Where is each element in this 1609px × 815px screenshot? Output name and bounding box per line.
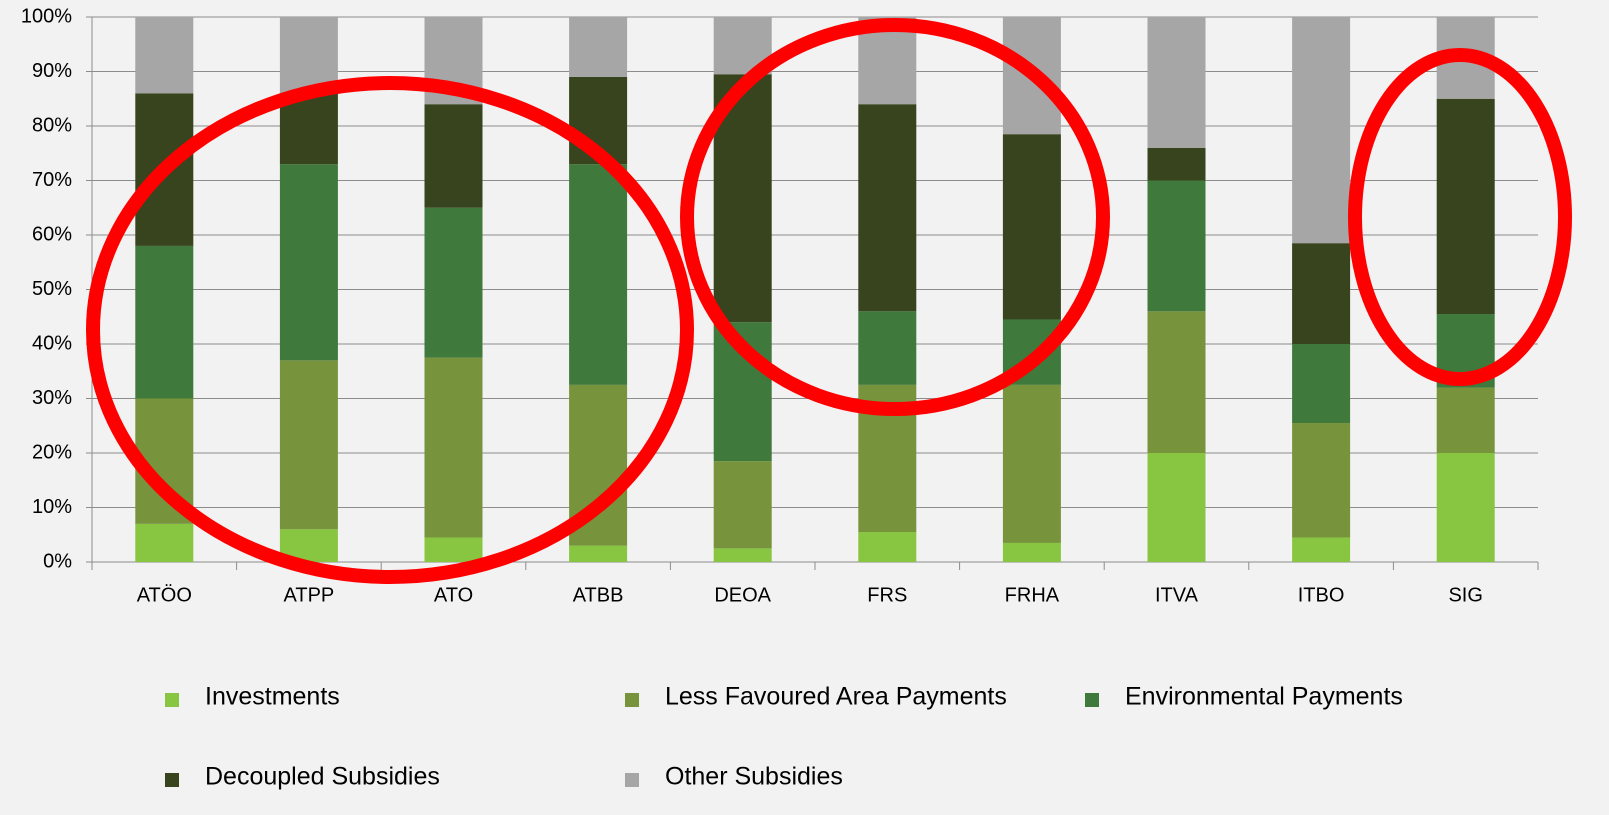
x-tick-label: FRS (867, 584, 907, 606)
bar-segment (279, 17, 338, 94)
bar-segment (1436, 387, 1495, 453)
y-tick-label: 60% (32, 223, 72, 245)
bar-segment (1147, 311, 1206, 453)
x-tick-label: ATBB (573, 584, 624, 606)
y-tick-label: 90% (32, 60, 72, 82)
y-tick-label: 20% (32, 441, 72, 463)
x-tick-label: ATO (434, 584, 473, 606)
x-tick-label: ATÖO (137, 584, 192, 606)
legend-swatch (1085, 693, 1099, 707)
bar-segment (1002, 134, 1061, 320)
legend-swatch (165, 693, 179, 707)
y-tick-label: 30% (32, 387, 72, 409)
legend-label: Less Favoured Area Payments (665, 683, 1007, 711)
y-tick-label: 0% (43, 550, 72, 572)
bar-segment (279, 360, 338, 530)
y-tick-label: 100% (21, 5, 72, 27)
bar-segment (279, 93, 338, 165)
bar-segment (1292, 344, 1351, 424)
annotations (86, 18, 1572, 584)
bar-segment (1292, 537, 1351, 562)
highlight-ellipse (86, 76, 694, 584)
bar-segment (1147, 147, 1206, 181)
highlight-ellipse (1348, 48, 1572, 386)
bar-segment (713, 548, 772, 562)
y-tick-label: 50% (32, 278, 72, 300)
y-tick-label: 40% (32, 332, 72, 354)
highlight-ellipse (680, 18, 1110, 416)
x-tick-label: SIG (1448, 584, 1482, 606)
y-tick-label: 80% (32, 114, 72, 136)
bar-segment (135, 523, 194, 562)
legend-swatch (625, 693, 639, 707)
x-tick-label: DEOA (714, 584, 771, 606)
bar-segment (858, 532, 917, 562)
x-tick-label: ITBO (1298, 584, 1345, 606)
bar-segment (858, 311, 917, 385)
x-tick-label: FRHA (1005, 584, 1060, 606)
bar-segment (1292, 17, 1351, 244)
bar-segment (1147, 453, 1206, 562)
bar-segment (1436, 453, 1495, 562)
bar-segment (1002, 384, 1061, 543)
bar-segment (424, 357, 483, 538)
y-tick-label: 70% (32, 169, 72, 191)
legend-label: Other Subsidies (665, 763, 843, 791)
bar-segment (1147, 17, 1206, 148)
bar-segment (569, 164, 628, 385)
bar-segment (569, 545, 628, 562)
bar-segment (424, 207, 483, 358)
bar-segment (135, 17, 194, 94)
bar-segment (424, 537, 483, 562)
bar-segment (279, 164, 338, 361)
x-tick-label: ATPP (284, 584, 335, 606)
legend-label: Investments (205, 683, 340, 711)
bar-segment (1292, 243, 1351, 344)
plot: 0% 10% 20% 30% 40% 50% 60% 70% 80% 90% 100% ATÖO ATP… (21, 5, 1539, 791)
bar-segment (135, 245, 194, 399)
bar-segment (1292, 423, 1351, 538)
bar-segment (424, 104, 483, 208)
bar-segment (1147, 180, 1206, 312)
bar-segment (858, 104, 917, 312)
legend-swatch (625, 773, 639, 787)
legend-label: Environmental Payments (1125, 683, 1403, 711)
bar-segment (569, 17, 628, 77)
bar-segment (713, 461, 772, 549)
legend-swatch (165, 773, 179, 787)
bar-segment (1002, 542, 1061, 562)
x-tick-label: ITVA (1155, 584, 1199, 606)
bar-segment (1436, 98, 1495, 315)
legend-label: Decoupled Subsidies (205, 763, 440, 791)
y-tick-label: 10% (32, 496, 72, 518)
